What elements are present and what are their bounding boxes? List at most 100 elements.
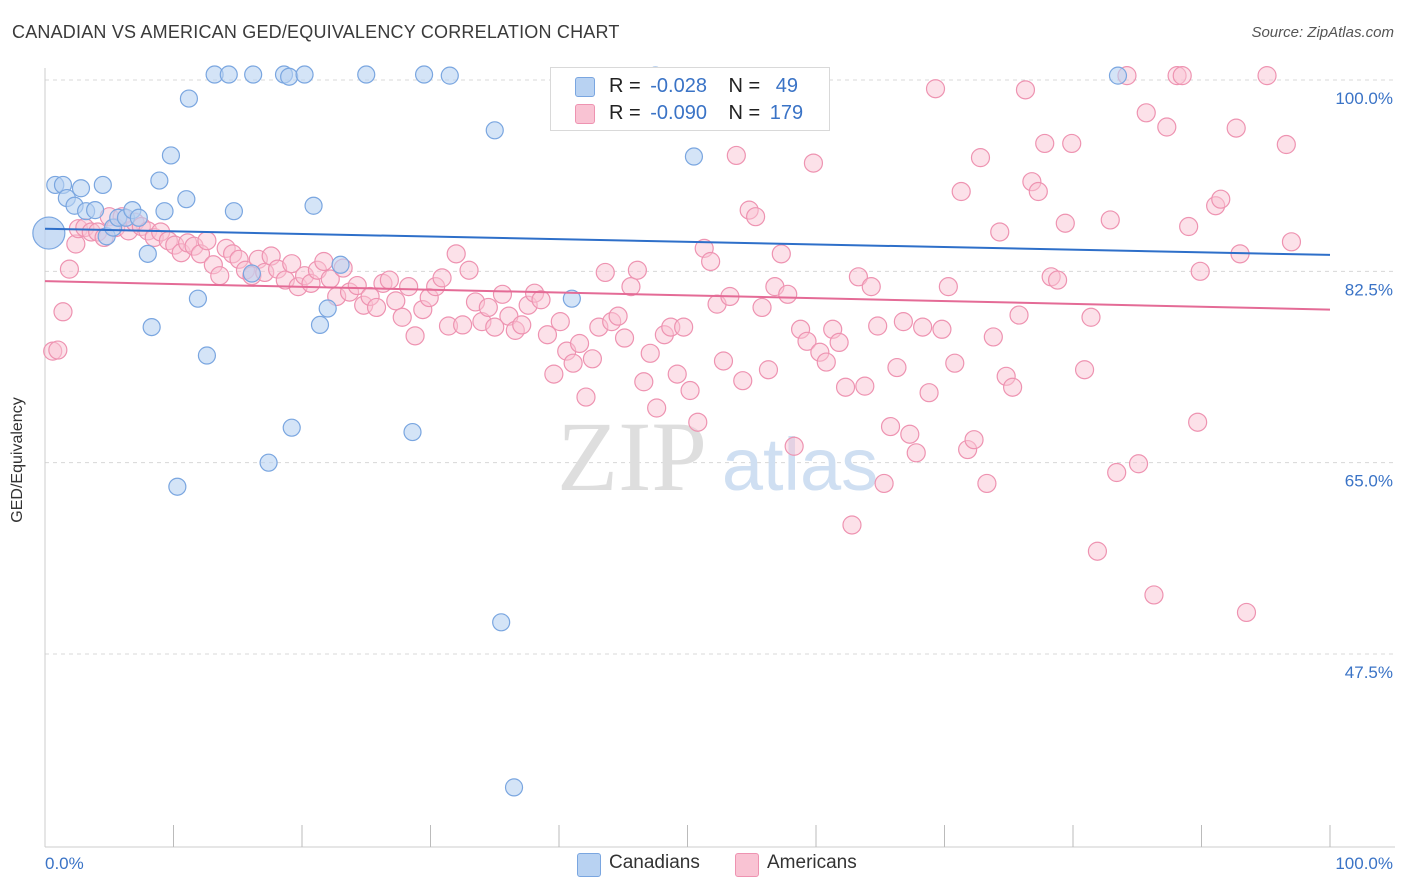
- canadians-trend-line: [44, 227, 1331, 256]
- american-point: [1100, 210, 1120, 230]
- canadian-point: [142, 317, 161, 337]
- american-point: [1055, 213, 1075, 233]
- american-point: [1157, 117, 1177, 137]
- americans-r-value: -0.090: [650, 102, 707, 124]
- american-point: [1028, 181, 1048, 202]
- american-point: [835, 377, 856, 397]
- american-point: [938, 277, 958, 297]
- american-point: [1136, 103, 1156, 123]
- american-point: [210, 266, 230, 286]
- american-point: [59, 259, 80, 279]
- american-point: [1257, 66, 1277, 86]
- american-point: [399, 277, 419, 297]
- american-point: [848, 267, 869, 287]
- american-point: [771, 244, 791, 264]
- american-point: [405, 326, 425, 346]
- american-point: [647, 398, 667, 418]
- american-point: [453, 315, 473, 335]
- american-point: [758, 360, 779, 380]
- american-point: [492, 284, 513, 304]
- canadian-point: [562, 289, 581, 308]
- american-point: [1009, 305, 1029, 325]
- american-point: [1190, 261, 1210, 281]
- american-point: [1074, 360, 1095, 380]
- american-point: [667, 364, 687, 384]
- american-point: [1236, 602, 1257, 623]
- canadian-point: [179, 89, 199, 108]
- american-point: [726, 145, 746, 166]
- american-point: [582, 349, 603, 369]
- american-point: [784, 436, 804, 456]
- american-point: [1188, 412, 1208, 432]
- canadian-point: [357, 65, 376, 84]
- watermark-atlas: atlas: [722, 423, 878, 506]
- american-point: [550, 312, 570, 332]
- canadian-point: [440, 66, 459, 85]
- american-point: [1003, 377, 1023, 397]
- source-label: Source: ZipAtlas.com: [1251, 24, 1394, 41]
- canadian-point: [188, 289, 208, 308]
- canadian-point: [93, 175, 112, 195]
- american-point: [197, 231, 217, 251]
- canadian-point: [177, 190, 196, 209]
- canadians-legend-swatch: [577, 853, 601, 877]
- american-point: [880, 416, 901, 437]
- american-point: [640, 343, 660, 363]
- american-point: [803, 153, 824, 173]
- american-point: [595, 262, 615, 283]
- american-point: [746, 207, 766, 227]
- american-point: [1226, 118, 1246, 138]
- american-point: [608, 306, 628, 326]
- canadian-point: [414, 65, 434, 84]
- american-point: [1276, 134, 1296, 155]
- canadian-point: [504, 778, 524, 797]
- americans-swatch: [575, 104, 595, 124]
- american-point: [1062, 133, 1082, 154]
- american-point: [701, 251, 721, 272]
- watermark-zip: ZIP: [557, 401, 707, 512]
- american-point: [48, 340, 68, 360]
- canadian-point: [684, 147, 704, 166]
- canadian-point: [282, 418, 301, 437]
- american-point: [1015, 80, 1036, 100]
- canadian-point: [295, 65, 314, 84]
- canadian-point: [150, 171, 169, 190]
- american-point: [379, 270, 399, 290]
- american-point: [537, 325, 558, 345]
- american-point: [1211, 189, 1231, 209]
- correlation-legend: R = -0.028 N = 49 R = -0.090 N = 179: [550, 67, 830, 131]
- american-point: [874, 473, 894, 494]
- american-point: [459, 260, 479, 280]
- american-point: [1172, 66, 1192, 86]
- american-point: [347, 275, 367, 296]
- canadian-point: [304, 196, 323, 215]
- canadian-point: [197, 346, 217, 365]
- american-point: [906, 443, 926, 463]
- american-point: [386, 291, 406, 311]
- american-point: [563, 353, 583, 373]
- american-point: [919, 383, 939, 403]
- american-point: [512, 315, 532, 335]
- american-point: [713, 351, 734, 371]
- american-point: [614, 328, 635, 348]
- trend-lines: [44, 227, 1331, 311]
- canadian-point: [86, 201, 105, 220]
- american-point: [621, 277, 641, 297]
- american-point: [983, 327, 1003, 347]
- x-tick-label-min: 0.0%: [45, 854, 84, 873]
- american-point: [951, 181, 971, 202]
- canadian-point: [259, 453, 278, 472]
- american-point: [634, 372, 654, 392]
- american-point: [861, 277, 881, 297]
- americans-trend-line: [44, 280, 1331, 311]
- american-point: [887, 357, 907, 378]
- y-axis-label: GED/Equivalency: [9, 397, 26, 523]
- american-point: [627, 260, 647, 280]
- american-point: [778, 284, 798, 304]
- american-point: [925, 79, 946, 99]
- canadian-point: [318, 299, 337, 318]
- american-point: [893, 312, 913, 332]
- american-point: [688, 412, 708, 432]
- canadian-point: [224, 202, 243, 221]
- americans-legend-swatch: [735, 853, 759, 877]
